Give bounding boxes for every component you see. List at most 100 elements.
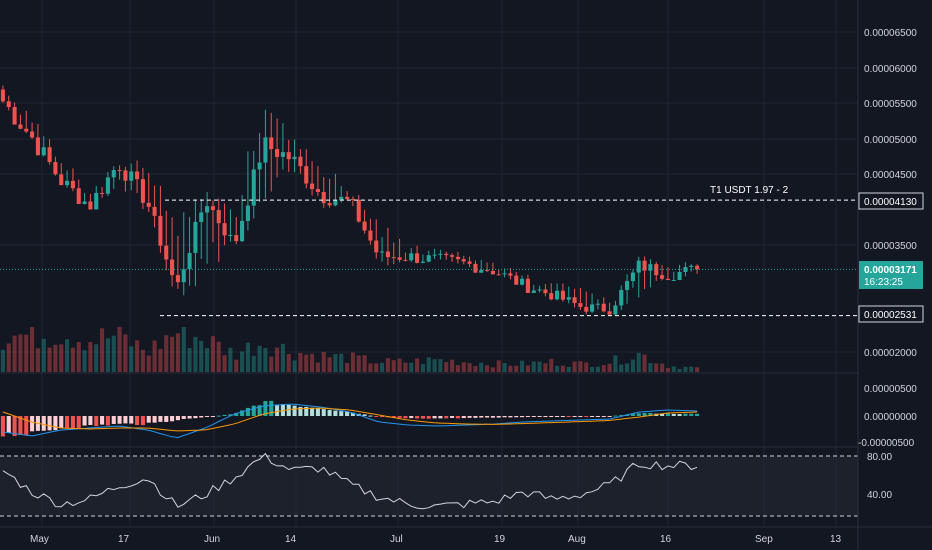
candle-body (671, 279, 676, 281)
macd-histogram-bar (222, 414, 227, 416)
volume-bar (117, 327, 122, 372)
macd-histogram-bar (170, 416, 175, 422)
time-label: 16 (660, 534, 672, 545)
level-tag-4130[interactable]: 0.00004130 (858, 192, 924, 210)
volume-bar (403, 362, 408, 372)
macd-histogram-bar (199, 416, 204, 418)
candle-body (455, 256, 460, 260)
macd-histogram-bar (560, 416, 565, 417)
time-label: May (30, 534, 49, 545)
macd-histogram-bar (467, 416, 472, 418)
rsi-pane[interactable] (0, 452, 858, 517)
candle-body (321, 191, 326, 204)
candle-body (12, 106, 17, 125)
time-label: 17 (118, 534, 130, 545)
macd-histogram-bar (193, 416, 198, 419)
volume-bar (111, 335, 116, 372)
level-tag-label: 0.00002531 (864, 310, 917, 321)
candle-body (164, 245, 169, 260)
volume-bar (41, 338, 46, 372)
candle-body (333, 200, 338, 206)
macd-histogram-bar (502, 416, 507, 418)
candle-body (549, 293, 554, 300)
candle-body (665, 278, 670, 281)
candle-body (117, 170, 122, 172)
rsi-band (0, 456, 858, 516)
macd-histogram-bar (140, 416, 145, 426)
macd-line (2, 403, 698, 439)
macd-histogram-bar (292, 405, 297, 416)
macd-histogram-bar (76, 416, 81, 429)
candle-body (170, 259, 175, 276)
candle-body (100, 192, 105, 194)
candle-body (286, 152, 291, 160)
candle-body (578, 303, 583, 307)
candle-body (315, 189, 320, 192)
volume-bar (216, 341, 221, 372)
macd-axis[interactable]: 0.00000500 0.00000000 -0.00000500 (858, 384, 917, 449)
time-axis[interactable]: May 17 Jun 14 Jul 19 Aug 16 Sep 13 (30, 534, 842, 545)
macd-histogram-bar (24, 416, 29, 436)
macd-histogram-bar (350, 412, 355, 416)
volume-bar (625, 363, 630, 372)
price-axis[interactable]: 0.00006500 0.00006000 0.00005500 0.00005… (864, 28, 917, 359)
candle-body (689, 265, 694, 267)
time-label: Jun (204, 534, 220, 545)
volume-bar (397, 358, 402, 372)
macd-histogram-bar (59, 416, 64, 429)
macd-histogram-bar (158, 416, 163, 422)
macd-histogram-bar (53, 416, 58, 431)
volume-bars (0, 327, 700, 372)
macd-histogram-bar (100, 416, 105, 425)
candle-body (251, 169, 256, 206)
volume-bar (286, 353, 291, 372)
current-price-tag[interactable]: 0.00003171 16:23:25 (859, 261, 923, 289)
candle-body (356, 199, 361, 222)
volume-bar (222, 355, 227, 372)
volume-bar (18, 334, 23, 372)
volume-bar (6, 343, 11, 372)
macd-pane[interactable] (0, 400, 700, 439)
candle-body (269, 137, 274, 150)
macd-histogram-bar (280, 404, 285, 416)
rsi-tick: 80.00 (867, 452, 892, 463)
macd-histogram-bar (689, 413, 694, 416)
level-tag-2531[interactable]: 0.00002531 (858, 305, 924, 323)
volume-bar (391, 360, 396, 372)
macd-histogram-bar (164, 416, 169, 422)
candle-body (111, 170, 116, 178)
volume-bar (555, 365, 560, 372)
candle-body (216, 210, 221, 224)
volume-bar (269, 356, 274, 372)
volume-bar (438, 359, 443, 372)
candle-body (630, 272, 635, 282)
volume-bar (444, 362, 449, 372)
horizontal-levels[interactable] (0, 199, 858, 317)
macd-histogram-bar (152, 416, 157, 423)
volume-bar (123, 334, 128, 372)
rsi-axis[interactable]: 80.00 40.00 (867, 452, 892, 501)
volume-bar (228, 347, 233, 372)
candle-body (531, 290, 536, 294)
candle-body (496, 274, 501, 276)
time-label: Aug (568, 534, 586, 545)
candle-body (234, 235, 239, 242)
macd-histogram-bar (117, 416, 122, 424)
macd-histogram-bar (432, 416, 437, 419)
candle-body (187, 252, 192, 270)
macd-histogram-bar (450, 416, 455, 418)
candle-body (677, 271, 682, 280)
volume-bar (385, 358, 390, 372)
candle-body (648, 264, 653, 271)
volume-bar (531, 361, 536, 372)
candlesticks[interactable] (0, 85, 700, 315)
macd-histogram-bar (304, 406, 309, 416)
macd-histogram-bar (409, 416, 414, 419)
volume-bar (321, 351, 326, 372)
candle-body (35, 137, 40, 156)
volume-bar (374, 363, 379, 372)
macd-histogram-bar (490, 416, 495, 418)
macd-histogram-bar (216, 415, 221, 417)
candle-body (473, 263, 478, 273)
